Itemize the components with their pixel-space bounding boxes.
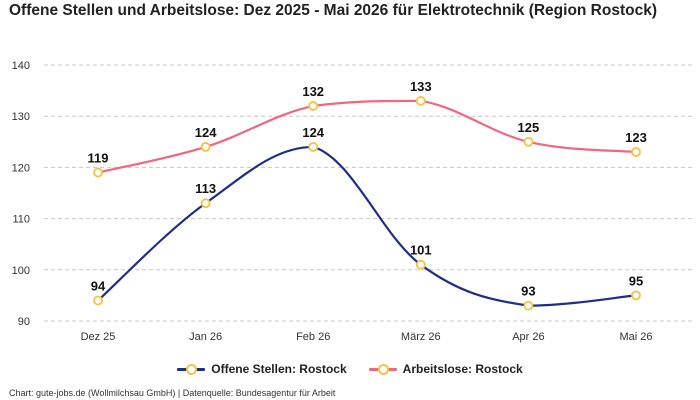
- data-points: [93, 95, 641, 311]
- y-tick-label: 90: [18, 316, 30, 328]
- data-label: 125: [518, 120, 540, 135]
- legend-label-arbeitslose: Arbeitslose: Rostock: [402, 362, 523, 376]
- data-point: [200, 142, 211, 152]
- data-label: 93: [521, 284, 535, 299]
- y-tick-label: 110: [12, 214, 30, 226]
- data-point: [631, 290, 641, 301]
- data-label: 123: [625, 130, 647, 145]
- y-tick-label: 100: [12, 265, 30, 277]
- x-tick-label: Jan 26: [189, 331, 222, 343]
- y-tick-label: 120: [12, 162, 30, 174]
- x-tick-label: März 26: [401, 331, 441, 343]
- data-label: 94: [91, 279, 106, 294]
- data-labels: 94 113 124 101 93 95 119 124 132 133 125 123: [88, 79, 647, 299]
- data-point: [631, 147, 641, 157]
- x-tick-label: Dez 25: [81, 331, 116, 343]
- data-point: [415, 95, 426, 106]
- y-tick-label: 140: [12, 60, 30, 72]
- data-point: [200, 198, 211, 209]
- x-tick-label: Mai 26: [619, 331, 652, 343]
- legend-swatch-offene-stellen-icon: [177, 363, 206, 375]
- data-label: 113: [195, 181, 216, 196]
- data-label: 124: [195, 125, 217, 140]
- legend-swatch-arbeitslose-icon: [368, 363, 397, 375]
- x-tick-label: Feb 26: [296, 331, 330, 343]
- gridlines: [44, 64, 692, 322]
- chart-title: Offene Stellen und Arbeitslose: Dez 2025…: [9, 2, 657, 19]
- data-label: 119: [88, 151, 109, 166]
- x-tick-label: Apr 26: [512, 331, 544, 343]
- data-point: [93, 295, 103, 306]
- data-label: 95: [629, 273, 643, 288]
- legend: Offene Stellen: Rostock Arbeitslose: Ros…: [0, 362, 700, 376]
- series-line-offene-stellen: [96, 145, 638, 307]
- source-caption: Chart: gute-jobs.de (Wollmilchsau GmbH) …: [9, 388, 336, 398]
- data-point: [308, 101, 319, 111]
- data-label: 124: [302, 125, 324, 140]
- y-axis-ticks: 90 100 110 120 130 140: [12, 60, 30, 328]
- data-label: 133: [410, 79, 432, 94]
- data-label: 132: [302, 84, 324, 99]
- data-point: [93, 167, 103, 178]
- legend-label-offene-stellen: Offene Stellen: Rostock: [211, 362, 347, 376]
- legend-item-arbeitslose[interactable]: Arbeitslose: Rostock: [368, 362, 523, 376]
- data-point: [523, 136, 534, 147]
- data-point: [415, 259, 426, 270]
- x-axis-ticks: Dez 25 Jan 26 Feb 26 März 26 Apr 26 Mai 26: [81, 331, 653, 343]
- y-tick-label: 130: [12, 111, 30, 123]
- series-line-arbeitslose: [96, 99, 638, 174]
- data-point: [308, 142, 319, 152]
- legend-item-offene-stellen[interactable]: Offene Stellen: Rostock: [177, 362, 347, 376]
- data-label: 101: [410, 243, 432, 258]
- data-point: [523, 300, 534, 311]
- series-lines: [96, 99, 638, 307]
